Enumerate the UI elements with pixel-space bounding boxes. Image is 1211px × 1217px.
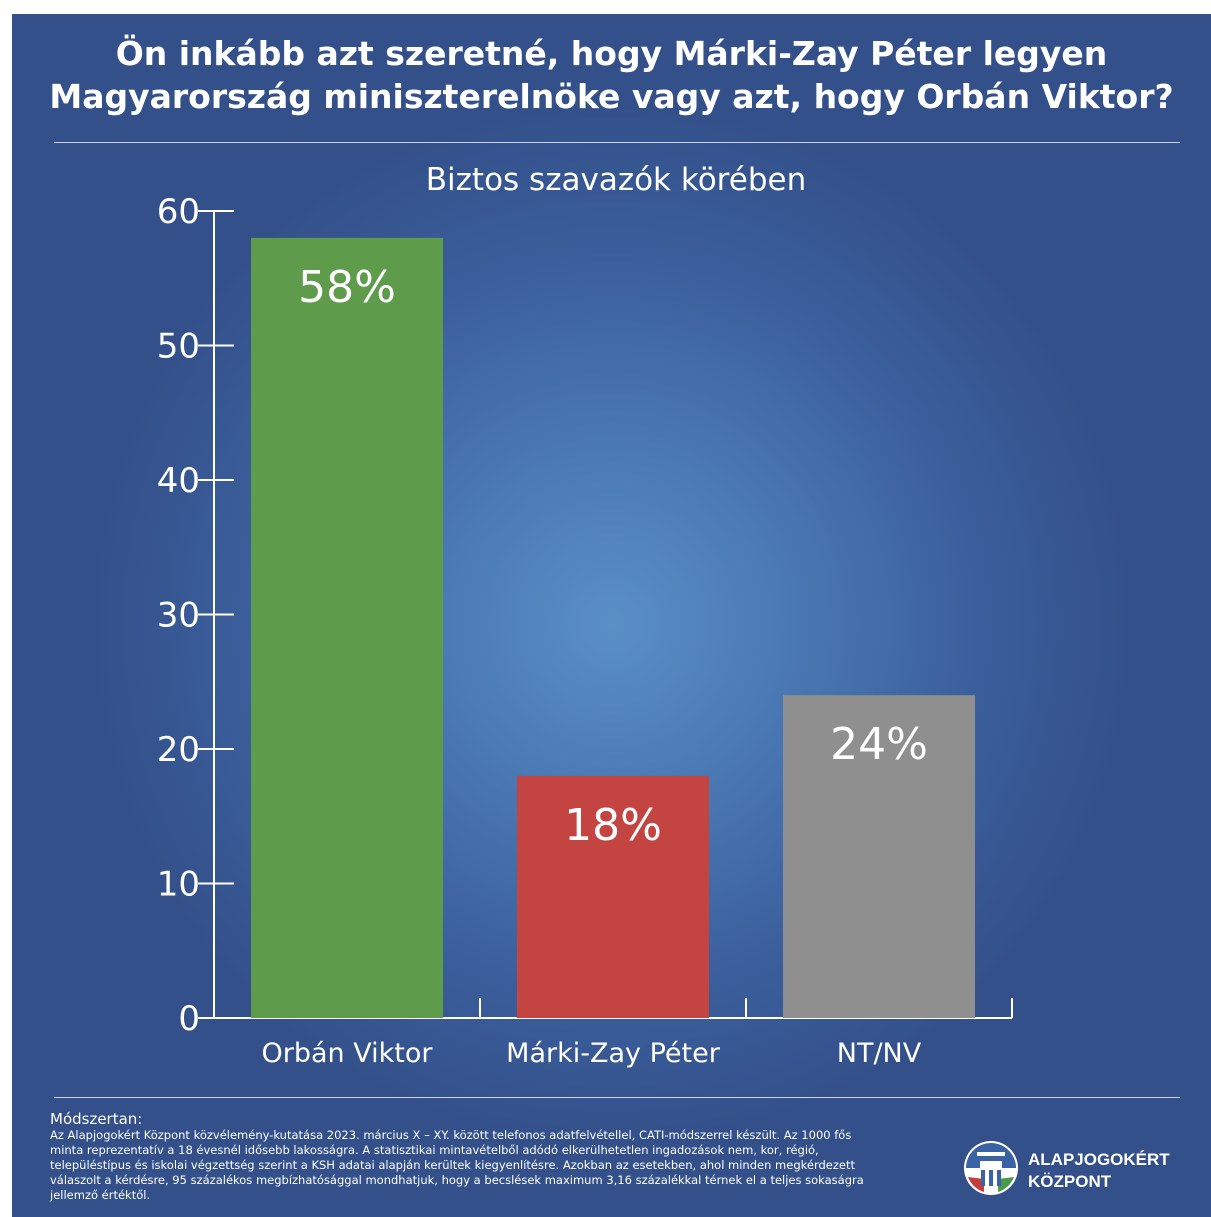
infographic-card: Ön inkább azt szeretné, hogy Márki-Zay P… bbox=[12, 14, 1211, 1217]
x-tick-label: Márki-Zay Péter bbox=[506, 1038, 721, 1069]
bar bbox=[783, 695, 975, 1018]
methodology-line: Az Alapjogokért Központ közvélemény-kuta… bbox=[50, 1128, 852, 1142]
y-tick-label: 0 bbox=[178, 999, 200, 1039]
chart-title: Ön inkább azt szeretné, hogy Márki-Zay P… bbox=[12, 32, 1211, 118]
footer-divider bbox=[54, 1097, 1180, 1098]
y-tick-label: 30 bbox=[157, 596, 200, 636]
methodology-line: válaszolt a kérdésre, 95 százalékos megb… bbox=[50, 1173, 864, 1187]
logo-line-2: KÖZPONT bbox=[1028, 1172, 1112, 1191]
bar-value-label: 24% bbox=[830, 719, 928, 770]
methodology: Módszertan: Az Alapjogokért Központ közv… bbox=[50, 1111, 940, 1203]
bar-value-label: 18% bbox=[564, 800, 662, 851]
x-tick-label: Orbán Viktor bbox=[262, 1038, 434, 1069]
bar-chart: Biztos szavazók körében 0 10 20 30 40 50 60 58… bbox=[157, 162, 1013, 1069]
title-line-1: Ön inkább azt szeretné, hogy Márki-Zay P… bbox=[115, 34, 1108, 73]
axes: 0 10 20 30 40 50 60 bbox=[157, 192, 1013, 1039]
chart-subtitle: Biztos szavazók körében bbox=[426, 162, 806, 198]
alapjogokert-logo-icon bbox=[964, 1141, 1018, 1195]
y-tick-label: 60 bbox=[157, 192, 200, 232]
y-tick-label: 50 bbox=[157, 327, 200, 367]
bar-value-label: 58% bbox=[298, 262, 396, 313]
y-tick-label: 20 bbox=[157, 730, 200, 770]
logo-line-1: ALAPJOGOKÉRT bbox=[1028, 1150, 1170, 1169]
title-divider bbox=[54, 142, 1180, 143]
y-tick-label: 10 bbox=[157, 865, 200, 905]
methodology-text: Az Alapjogokért Központ közvélemény-kuta… bbox=[50, 1128, 940, 1203]
methodology-line: jellemző értéktől. bbox=[50, 1188, 151, 1202]
methodology-line: településtípus és iskolai végzettség sze… bbox=[50, 1158, 855, 1172]
labels: 58% Orbán Viktor 18% Márki-Zay Péter 24% NT/N… bbox=[262, 262, 928, 1069]
bar bbox=[517, 775, 709, 1018]
logo-wordmark: ALAPJOGOKÉRT KÖZPONT bbox=[1028, 1149, 1170, 1193]
methodology-title: Módszertan: bbox=[50, 1110, 143, 1128]
bar bbox=[251, 237, 443, 1018]
methodology-line: minta reprezentatív a 18 évesnél idősebb… bbox=[50, 1143, 819, 1157]
title-line-2: Magyarország miniszterelnöke vagy azt, h… bbox=[49, 77, 1174, 116]
y-tick-label: 40 bbox=[157, 461, 200, 501]
x-tick-label: NT/NV bbox=[837, 1038, 922, 1069]
alapjogokert-logo: ALAPJOGOKÉRT KÖZPONT bbox=[962, 1139, 1202, 1201]
bars bbox=[251, 237, 975, 1018]
